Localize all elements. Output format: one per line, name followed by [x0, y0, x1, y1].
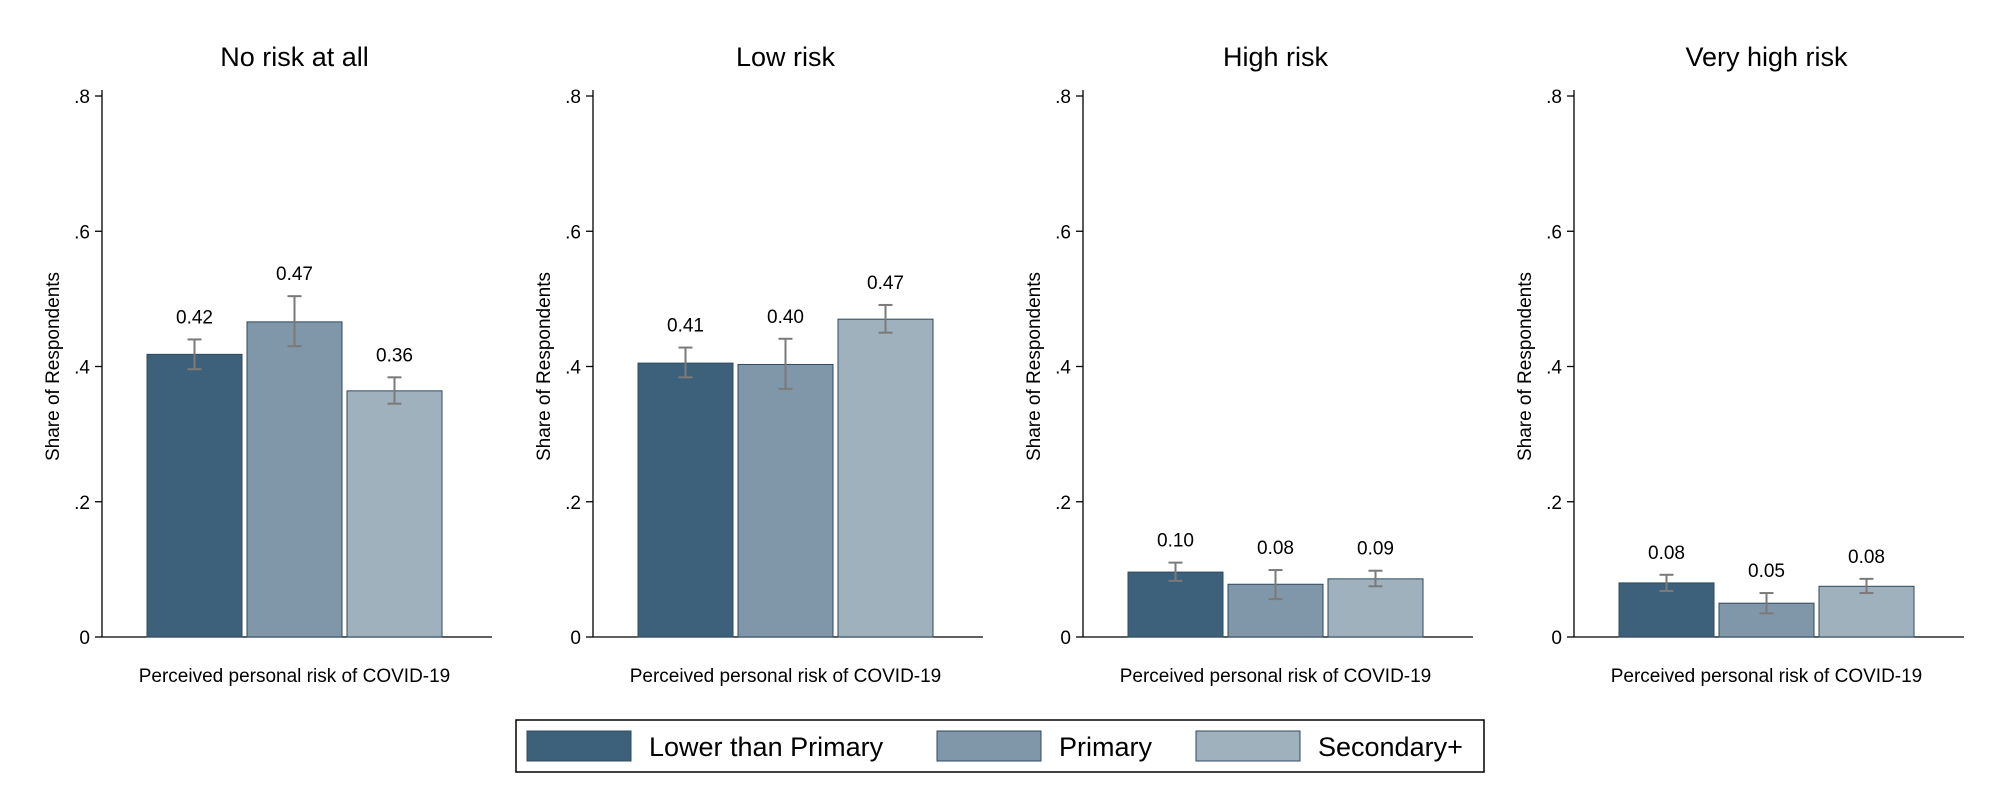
- bar: [1818, 585, 1915, 638]
- data-label: 0.08: [1848, 547, 1885, 568]
- y-tick-label: 0: [79, 628, 90, 649]
- legend-swatch: [1195, 730, 1301, 762]
- panel-title: Low risk: [736, 42, 836, 72]
- y-tick-label: .8: [565, 87, 581, 108]
- bar: [246, 321, 343, 638]
- bar: [637, 362, 734, 638]
- data-label: 0.36: [376, 345, 413, 366]
- y-axis-title: Share of Respondents: [43, 272, 64, 461]
- y-tick-label: .4: [1546, 358, 1562, 379]
- x-axis-title: Perceived personal risk of COVID-19: [1611, 666, 1923, 687]
- data-label: 0.41: [667, 316, 704, 337]
- y-tick-label: .2: [1546, 493, 1562, 514]
- y-axis-title: Share of Respondents: [1515, 272, 1536, 461]
- y-tick-label: 0: [1060, 628, 1071, 649]
- y-tick-label: .8: [74, 87, 90, 108]
- y-tick-label: .6: [1546, 222, 1562, 243]
- legend-label: Secondary+: [1318, 732, 1463, 762]
- x-axis-title: Perceived personal risk of COVID-19: [630, 666, 942, 687]
- bar: [146, 353, 243, 638]
- y-tick-label: .2: [565, 493, 581, 514]
- y-tick-label: .6: [565, 222, 581, 243]
- legend-swatch: [936, 730, 1042, 762]
- y-tick-label: 0: [1551, 628, 1562, 649]
- data-label: 0.09: [1357, 539, 1394, 560]
- bar: [1327, 578, 1424, 638]
- data-label: 0.05: [1748, 561, 1785, 582]
- legend-label: Lower than Primary: [649, 732, 884, 762]
- y-tick-label: .4: [74, 358, 90, 379]
- data-label: 0.08: [1257, 538, 1294, 559]
- y-tick-label: .2: [74, 493, 90, 514]
- panel-title: Very high risk: [1685, 42, 1848, 72]
- y-tick-label: .8: [1055, 87, 1071, 108]
- x-axis-title: Perceived personal risk of COVID-19: [139, 666, 451, 687]
- bar: [737, 363, 834, 638]
- x-axis-title: Perceived personal risk of COVID-19: [1120, 666, 1432, 687]
- y-axis-title: Share of Respondents: [534, 272, 555, 461]
- y-tick-label: .4: [565, 358, 581, 379]
- panel-title: No risk at all: [220, 42, 369, 72]
- data-label: 0.40: [767, 307, 804, 328]
- data-label: 0.08: [1648, 543, 1685, 564]
- y-tick-label: .2: [1055, 493, 1071, 514]
- y-tick-label: .6: [74, 222, 90, 243]
- y-axis-title: Share of Respondents: [1024, 272, 1045, 461]
- bar: [837, 318, 934, 638]
- legend-label: Primary: [1059, 732, 1152, 762]
- data-label: 0.47: [867, 273, 904, 294]
- bar: [346, 390, 443, 638]
- data-label: 0.47: [276, 264, 313, 285]
- y-tick-label: .4: [1055, 358, 1071, 379]
- y-tick-label: .8: [1546, 87, 1562, 108]
- data-label: 0.10: [1157, 531, 1194, 552]
- y-tick-label: 0: [570, 628, 581, 649]
- y-tick-label: .6: [1055, 222, 1071, 243]
- panel-title: High risk: [1223, 42, 1329, 72]
- data-label: 0.42: [176, 307, 213, 328]
- bar: [1127, 571, 1224, 638]
- legend-swatch: [526, 730, 632, 762]
